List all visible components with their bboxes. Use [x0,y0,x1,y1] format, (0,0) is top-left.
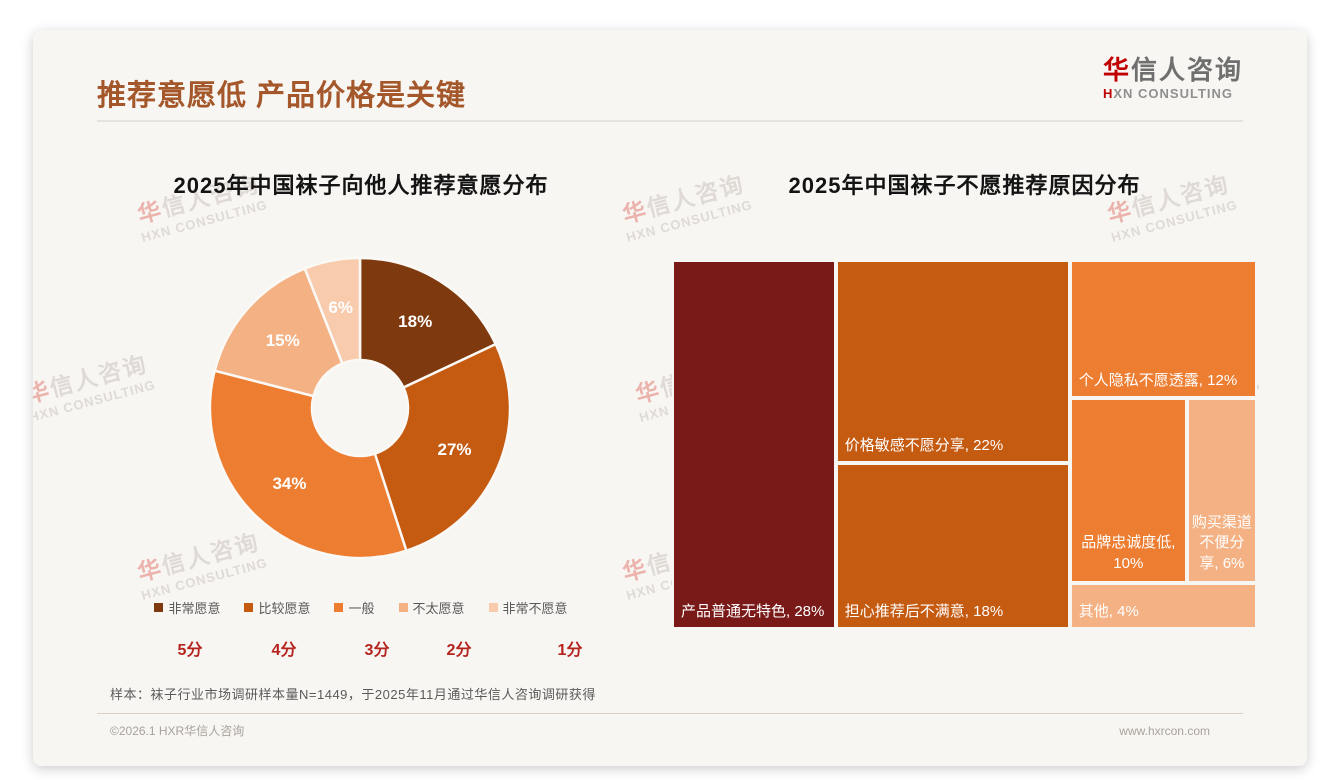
score-label-3: 3分 [364,642,390,659]
logo-english-text: HXN CONSULTING [1102,85,1234,101]
legend-item-1: 非常愿意 [154,598,220,617]
legend-label: 比较愿意 [258,601,311,616]
donut-value-label: 27% [438,440,472,459]
page-title: 推荐意愿低 产品价格是关键 [97,80,467,112]
score-label-2: 2分 [446,642,472,659]
donut-slice-4 [213,266,344,398]
treemap-cell-label: 品牌忠诚度低, 10% [1081,534,1176,572]
treemap-cell-label: 购买渠道不便分享, 6% [1191,514,1252,572]
treemap-cell-label: 价格敏感不愿分享, 22% [844,436,1004,454]
legend-item-3: 一般 [334,598,375,617]
score-label-1: 1分 [557,642,583,659]
legend-label: 非常愿意 [168,601,221,616]
legend-marker-icon [154,603,164,612]
treemap-cell-4: 个人隐私不愿透露, 12% [1069,260,1257,399]
donut-value-label: 15% [266,331,300,350]
copyright-text: ©2026.1 HXR华信人咨询 [110,724,245,738]
donut-chart: 18% 27% 34% 15% 6% [208,256,512,560]
treemap-cell-label: 个人隐私不愿透露, 12% [1078,372,1238,390]
treemap-cell-label: 担心推荐后不满意, 18% [844,602,1004,620]
treemap-chart: 产品普通无特色, 28% 价格敏感不愿分享, 22% 担心推荐后不满意, 18% 个人… [672,260,1257,629]
sample-footnote: 样本：袜子行业市场调研样本量N=1449，于2025年11月通过华信人咨询调研获… [110,687,596,702]
score-label-5: 5分 [177,642,203,659]
legend-marker-icon [244,603,254,612]
website-url: www.hxrcon.com [1119,724,1210,738]
donut-legend: 非常愿意 比较愿意 一般 不太愿意 非常不愿意 [91,598,631,617]
treemap-cell-3: 担心推荐后不满意, 18% [835,462,1070,629]
donut-chart-title: 2025年中国袜子向他人推荐意愿分布 [173,173,549,198]
donut-value-label: 18% [398,312,432,331]
slide-card: 华信人咨询 HXN CONSULTING 华信人咨询 HXN CONSULTING 华信… [33,30,1307,766]
company-logo: 华信人咨询 HXN CONSULTING [1103,56,1243,101]
legend-label: 不太愿意 [412,601,465,616]
donut-slice-3 [208,369,408,560]
treemap-cell-5: 品牌忠诚度低, 10% [1069,398,1187,583]
treemap-cell-1: 产品普通无特色, 28% [672,260,836,629]
legend-marker-icon [334,603,344,612]
treemap-cell-6: 购买渠道不便分享, 6% [1186,398,1257,583]
treemap-cell-7: 其他, 4% [1069,582,1257,629]
legend-marker-icon [398,603,408,612]
logo-chinese-text: 华信人咨询 [1102,55,1243,85]
donut-slice-5 [303,256,362,365]
legend-item-2: 比较愿意 [244,598,310,617]
legend-marker-icon [488,603,498,612]
treemap-cell-label: 其他, 4% [1078,602,1139,620]
donut-slice-1 [358,256,498,390]
score-row: 5分 4分 3分 2分 1分 [97,636,627,660]
score-label-4: 4分 [271,642,297,659]
treemap-chart-title: 2025年中国袜子不愿推荐原因分布 [788,173,1141,198]
legend-item-5: 非常不愿意 [488,598,568,617]
treemap-cell-2: 价格敏感不愿分享, 22% [835,260,1070,463]
treemap-cell-label: 产品普通无特色, 28% [681,602,825,620]
donut-value-label: 6% [328,298,353,317]
header-divider [97,120,1243,122]
donut-slice-2 [373,342,512,553]
footer-divider [97,713,1243,714]
donut-value-label: 34% [272,474,306,493]
legend-label: 一般 [348,601,375,616]
legend-label: 非常不愿意 [502,601,568,616]
legend-item-4: 不太愿意 [398,598,465,617]
